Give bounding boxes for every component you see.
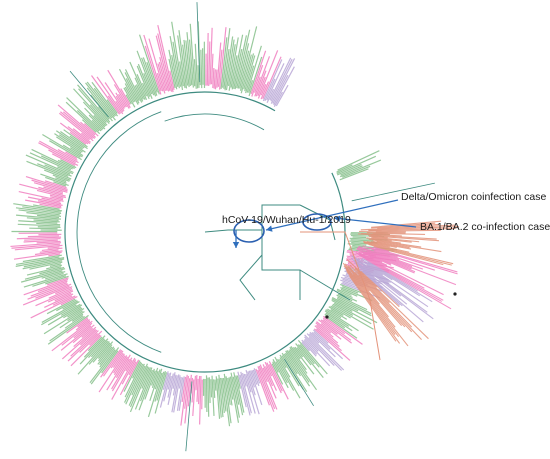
tip-mark (349, 199, 370, 203)
tip-mark (348, 192, 389, 201)
tip-mark (211, 379, 212, 397)
tip-mark (28, 236, 59, 237)
outlier-branch (70, 71, 109, 117)
tip-mark (351, 225, 380, 226)
connector (240, 255, 262, 300)
tip-mark (347, 187, 387, 197)
tip-mark (196, 375, 197, 390)
reference-branch (205, 230, 228, 232)
tip-mark (42, 248, 63, 250)
connector (262, 230, 300, 300)
tip-mark (29, 228, 57, 229)
tip-mark (198, 65, 199, 88)
tip-fringe (10, 2, 434, 451)
tip-mark (202, 380, 203, 410)
tip-mark (209, 377, 210, 403)
tip-mark (350, 211, 368, 213)
delta-omicron-arrow-head (266, 226, 273, 232)
delta-omicron-label: Delta/Omicron coinfection case (401, 191, 546, 203)
tip-mark (38, 227, 61, 228)
tip-mark (348, 196, 377, 202)
inner-ring (165, 114, 264, 130)
tip-mark (346, 186, 358, 190)
tip-mark (208, 378, 209, 417)
tip-mark (343, 184, 372, 192)
tip-mark (213, 68, 214, 88)
tip-mark (347, 199, 379, 205)
tip-mark (347, 185, 381, 194)
reference-arrow-head (233, 242, 239, 248)
tip-mark (349, 214, 365, 216)
tip-mark (215, 380, 216, 391)
tip-mark (214, 379, 215, 398)
tip-mark (347, 189, 360, 193)
tip-mark (350, 213, 394, 217)
tip-mark (345, 181, 369, 189)
tip-mark (197, 379, 198, 402)
tip-mark (201, 50, 202, 88)
tip-mark (347, 189, 383, 198)
reference-label: hCoV-19/Wuhan/Hu-1/2019 (222, 214, 351, 226)
isolated-point (453, 292, 456, 295)
inner-ring (77, 112, 161, 353)
tip-mark (350, 224, 366, 225)
tip-mark (199, 376, 200, 404)
tip-mark (209, 41, 210, 85)
ba-coinfection-label: BA.1/BA.2 co-infection cases (420, 221, 550, 233)
tip-mark (344, 176, 379, 187)
tip-mark (348, 189, 372, 195)
tip-mark (346, 189, 392, 200)
isolated-point (325, 315, 328, 318)
tip-mark (350, 218, 363, 219)
tip-mark (207, 33, 208, 86)
